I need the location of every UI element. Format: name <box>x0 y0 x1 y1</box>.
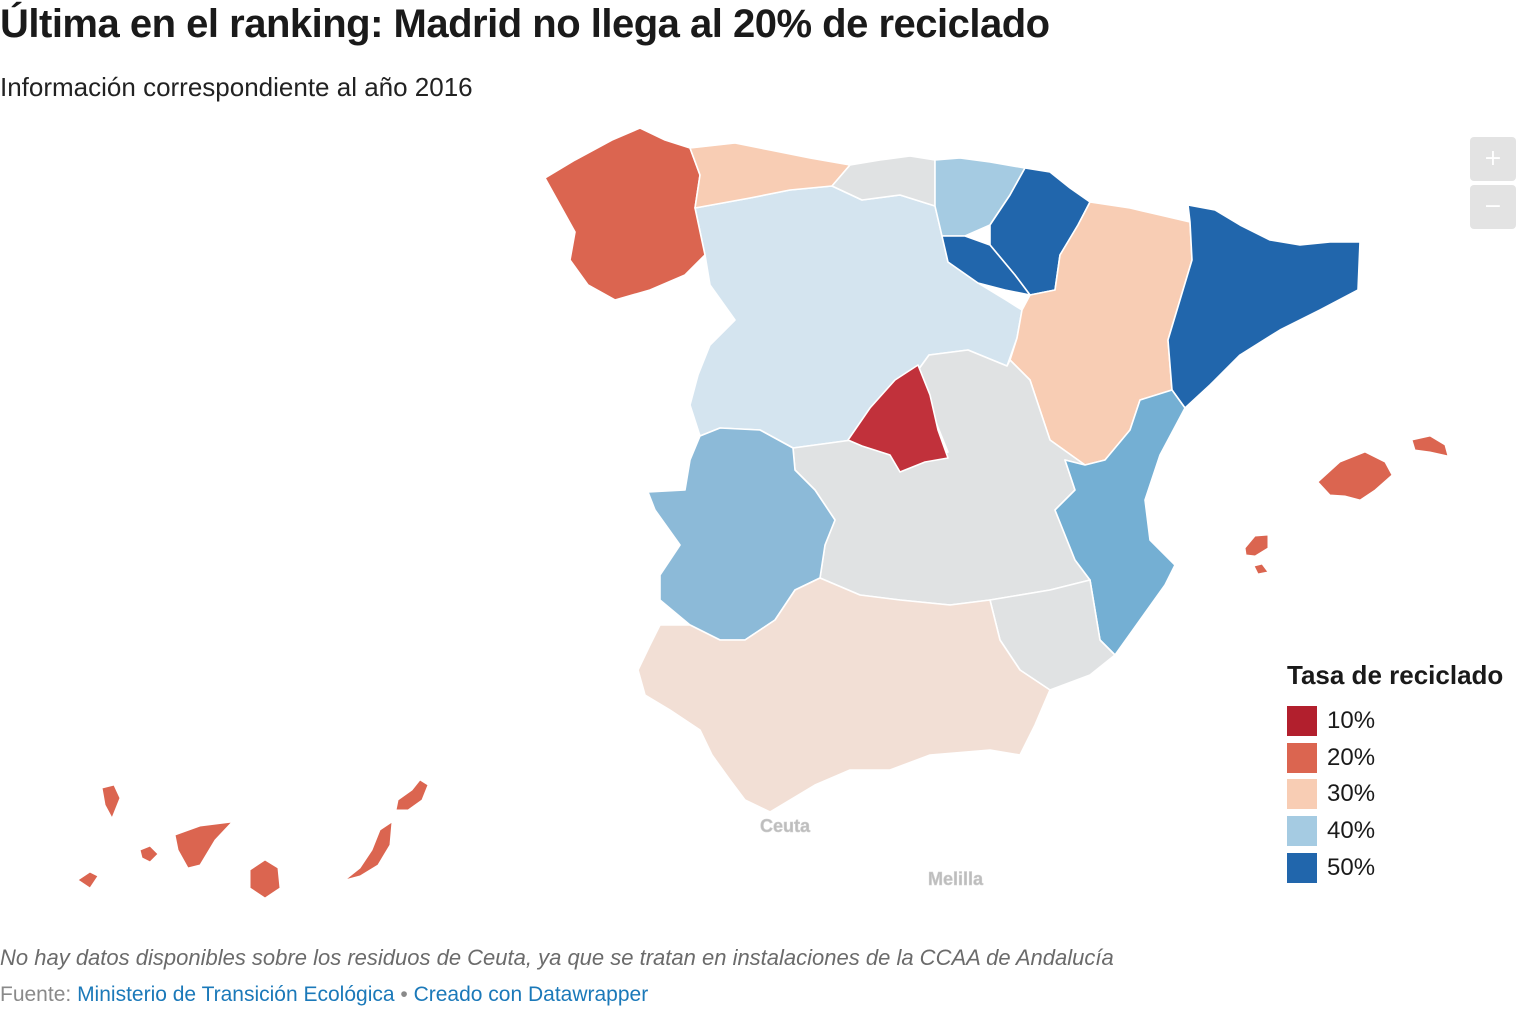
island-gran-canaria[interactable] <box>249 859 281 899</box>
source-link[interactable]: Ministerio de Transición Ecológica <box>77 983 395 1006</box>
legend-item: 40% <box>1287 813 1503 850</box>
region-andalucia[interactable] <box>637 577 1051 813</box>
legend: Tasa de reciclado 10% 20% 30% 40% 50% <box>1287 660 1503 886</box>
source-line: Fuente: Ministerio de Transición Ecológi… <box>0 983 648 1007</box>
region-galicia[interactable] <box>544 127 706 301</box>
region-madrid[interactable] <box>847 364 949 473</box>
chart-subtitle: Información correspondiente al año 2016 <box>0 72 473 102</box>
source-prefix: Fuente: <box>0 983 78 1006</box>
spain-map: Ceuta Melilla <box>77 127 1449 899</box>
island-mallorca[interactable] <box>1317 451 1393 501</box>
island-lanzarote[interactable] <box>395 779 429 811</box>
legend-label: 30% <box>1327 780 1376 808</box>
city-label-melilla: Melilla <box>928 869 984 889</box>
zoom-in-button[interactable]: + <box>1470 137 1516 181</box>
legend-swatch <box>1287 779 1317 810</box>
region-cataluna[interactable] <box>1167 204 1361 409</box>
legend-swatch <box>1287 816 1317 847</box>
source-separator: • <box>394 983 414 1006</box>
legend-label: 50% <box>1327 853 1376 881</box>
island-fuerteventura[interactable] <box>344 821 393 881</box>
city-label-ceuta: Ceuta <box>760 816 811 836</box>
island-menorca[interactable] <box>1411 435 1449 457</box>
legend-swatch <box>1287 852 1317 883</box>
island-la-gomera[interactable] <box>139 845 159 863</box>
region-comunidad-valenciana[interactable] <box>1054 389 1186 656</box>
legend-label: 40% <box>1327 817 1376 845</box>
zoom-out-button[interactable]: − <box>1470 185 1516 229</box>
island-formentera[interactable] <box>1253 563 1269 575</box>
chart-title: Última en el ranking: Madrid no llega al… <box>0 2 1050 46</box>
legend-title: Tasa de reciclado <box>1287 660 1504 690</box>
legend-swatch <box>1287 742 1317 773</box>
legend-item: 20% <box>1287 740 1503 777</box>
datawrapper-credit-link[interactable]: Creado con Datawrapper <box>413 983 649 1006</box>
island-tenerife[interactable] <box>174 821 234 869</box>
legend-swatch <box>1287 706 1317 737</box>
island-el-hierro[interactable] <box>77 871 99 889</box>
footnote: No hay datos disponibles sobre los resid… <box>0 945 1114 970</box>
legend-label: 20% <box>1327 743 1376 771</box>
legend-label: 10% <box>1327 707 1376 735</box>
legend-item: 30% <box>1287 776 1503 813</box>
legend-item: 10% <box>1287 703 1503 740</box>
island-la-palma[interactable] <box>101 784 121 820</box>
legend-item: 50% <box>1287 849 1503 886</box>
island-ibiza[interactable] <box>1244 534 1269 557</box>
